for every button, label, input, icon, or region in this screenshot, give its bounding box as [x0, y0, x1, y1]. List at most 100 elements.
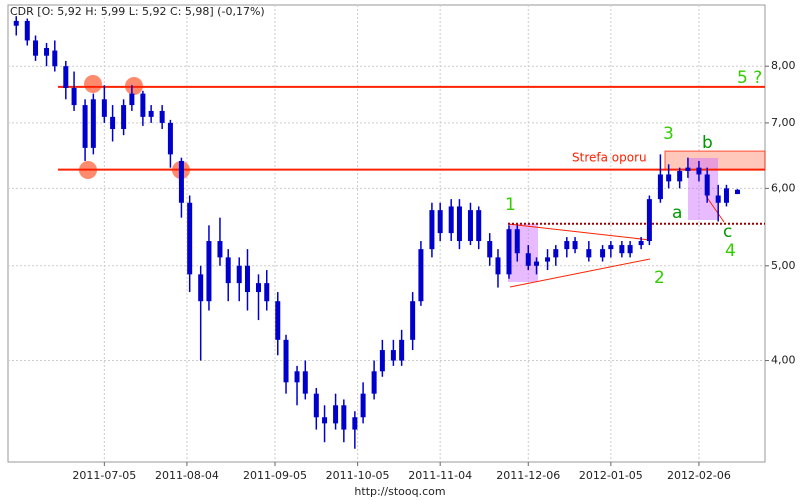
candle-body: [456, 206, 462, 242]
marker-circle: [84, 75, 102, 93]
candle-body: [715, 195, 721, 203]
candle-body: [71, 87, 77, 106]
candle-body: [13, 20, 19, 26]
annotation: 5 ?: [737, 68, 762, 88]
candle-body: [646, 199, 652, 242]
candle-body: [734, 189, 740, 195]
candle-body: [534, 261, 540, 266]
candle-body: [322, 417, 328, 424]
candle-body: [52, 50, 58, 67]
candle-body: [619, 245, 625, 254]
candle-body: [657, 174, 663, 200]
x-tick-label: 2011-11-04: [408, 469, 472, 482]
candle-body: [63, 66, 69, 88]
candle-body: [264, 283, 270, 302]
candle-body: [704, 174, 710, 196]
annotation: 1: [505, 195, 516, 215]
candle-body: [572, 241, 578, 250]
candle-body: [399, 339, 405, 361]
candle-body: [600, 249, 606, 258]
annotation: Strefa oporu: [572, 151, 647, 165]
candle-body: [638, 241, 644, 246]
candle-body: [564, 241, 570, 250]
candle-body: [244, 265, 250, 293]
candle-body: [685, 167, 691, 172]
x-tick-label: 2011-09-05: [243, 469, 307, 482]
candle-body: [198, 274, 204, 302]
annotation: 3: [663, 124, 674, 144]
y-tick-label: 7,00: [771, 116, 796, 129]
candle-body: [390, 350, 396, 361]
candle-body: [352, 417, 358, 430]
y-tick-label: 8,00: [771, 59, 796, 72]
candle-body: [294, 371, 300, 383]
highlight-box: [508, 224, 538, 282]
candle-body: [140, 93, 146, 117]
candle-body: [121, 105, 127, 130]
candle-body: [553, 249, 559, 258]
highlight-box: [688, 158, 718, 220]
y-tick-label: 5,00: [771, 259, 796, 272]
candle-body: [418, 249, 424, 302]
candle-body: [167, 122, 173, 155]
x-tick-label: 2012-02-06: [667, 469, 731, 482]
candle-body: [476, 210, 482, 242]
x-tick-label: 2011-10-05: [326, 469, 390, 482]
candle-body: [341, 405, 347, 430]
candle-body: [514, 229, 520, 254]
trend-line: [509, 258, 651, 288]
candle-body: [159, 110, 165, 123]
candle-body: [608, 245, 614, 250]
candle-body: [379, 350, 385, 372]
candle-body: [333, 405, 339, 424]
candle-body: [255, 283, 261, 293]
y-tick-label: 4,00: [771, 354, 796, 367]
candle-body: [148, 110, 154, 117]
candle-body: [495, 257, 501, 275]
candle-body: [236, 265, 242, 284]
candle-body: [696, 167, 702, 175]
candle-body: [723, 188, 729, 203]
annotation: c: [723, 222, 732, 242]
candle-body: [545, 257, 551, 262]
candle-body: [467, 210, 473, 242]
x-tick-label: 2011-08-04: [155, 469, 219, 482]
chart-title: CDR [O: 5,92 H: 5,99 L: 5,92 C: 5,98] (-…: [10, 5, 265, 18]
candle-body: [187, 202, 193, 275]
candle-body: [225, 257, 231, 284]
candle-body: [429, 210, 435, 250]
trend-line: [705, 195, 725, 223]
y-tick-label: 6,00: [771, 181, 796, 194]
candle-body: [677, 171, 683, 182]
candle-body: [217, 241, 223, 258]
trend-line: [507, 223, 651, 241]
candle-body: [448, 206, 454, 234]
candle-body: [206, 241, 212, 302]
candle-body: [82, 105, 88, 148]
x-tick-label: 2012-01-05: [579, 469, 643, 482]
candle-body: [487, 241, 493, 258]
candle-body: [178, 160, 184, 203]
candle-body: [129, 93, 135, 106]
candle-body: [283, 339, 289, 383]
annotation: b: [702, 133, 713, 153]
candle-body: [275, 301, 281, 340]
candle-body: [101, 99, 107, 117]
candle-body: [371, 371, 377, 394]
candle-body: [666, 174, 672, 182]
candle-body: [360, 393, 366, 418]
candle-body: [90, 99, 96, 148]
candle-body: [627, 245, 633, 254]
candle-body: [302, 371, 308, 394]
candle-body: [586, 249, 592, 258]
candle-body: [33, 40, 39, 56]
x-tick-label: 2011-07-05: [72, 469, 136, 482]
annotation: 4: [725, 241, 736, 261]
annotation: a: [672, 203, 682, 223]
candle-body: [44, 48, 50, 56]
candle-body: [24, 20, 30, 41]
annotation: 2: [654, 268, 665, 288]
candle-body: [110, 116, 116, 130]
source-label: http://stooq.com: [354, 485, 445, 498]
